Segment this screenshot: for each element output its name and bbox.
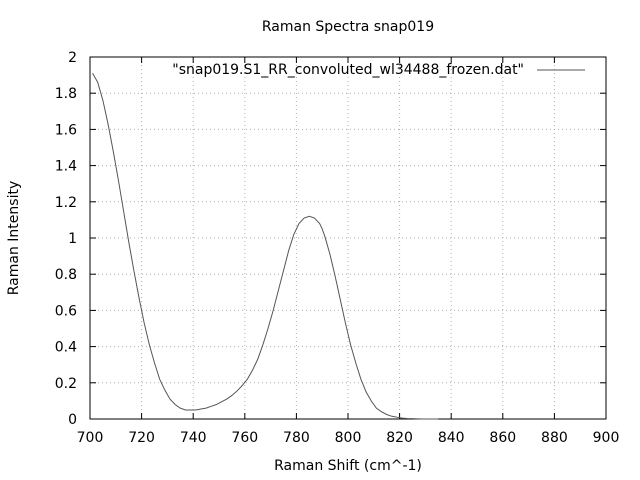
y-tick-label: 0.2 xyxy=(55,376,77,392)
chart-title: Raman Spectra snap019 xyxy=(262,19,434,35)
y-tick-label: 1.6 xyxy=(55,122,77,138)
x-axis-label: Raman Shift (cm^-1) xyxy=(274,458,422,474)
x-tick-label: 720 xyxy=(128,430,155,446)
x-tick-label: 860 xyxy=(489,430,516,446)
y-tick-label: 2 xyxy=(68,50,77,66)
x-tick-label: 700 xyxy=(77,430,104,446)
series-line xyxy=(92,73,439,420)
y-tick-label: 1.4 xyxy=(55,159,77,175)
grid-lines xyxy=(90,57,606,419)
legend-label: "snap019.S1_RR_convoluted_wl34488_frozen… xyxy=(172,62,524,78)
x-tick-label: 740 xyxy=(180,430,207,446)
y-tick-label: 1 xyxy=(68,231,77,247)
x-tick-label: 780 xyxy=(283,430,310,446)
x-tick-label: 880 xyxy=(541,430,568,446)
x-tick-label: 800 xyxy=(335,430,362,446)
y-axis-label: Raman Intensity xyxy=(6,181,22,295)
x-tick-label: 900 xyxy=(593,430,620,446)
y-tick-label: 1.8 xyxy=(55,86,77,102)
y-tick-label: 0.4 xyxy=(55,340,77,356)
axis-ticks: 700 720 740 760 780 800 820 840 860 880 900 0 0.2 0.4… xyxy=(55,50,620,446)
legend: "snap019.S1_RR_convoluted_wl34488_frozen… xyxy=(172,62,585,78)
y-tick-label: 0 xyxy=(68,412,77,428)
y-tick-label: 0.6 xyxy=(55,303,77,319)
x-tick-label: 820 xyxy=(386,430,413,446)
series-layer xyxy=(92,73,439,420)
x-tick-label: 760 xyxy=(231,430,258,446)
y-tick-label: 0.8 xyxy=(55,267,77,283)
x-tick-label: 840 xyxy=(438,430,465,446)
y-tick-label: 1.2 xyxy=(55,195,77,211)
